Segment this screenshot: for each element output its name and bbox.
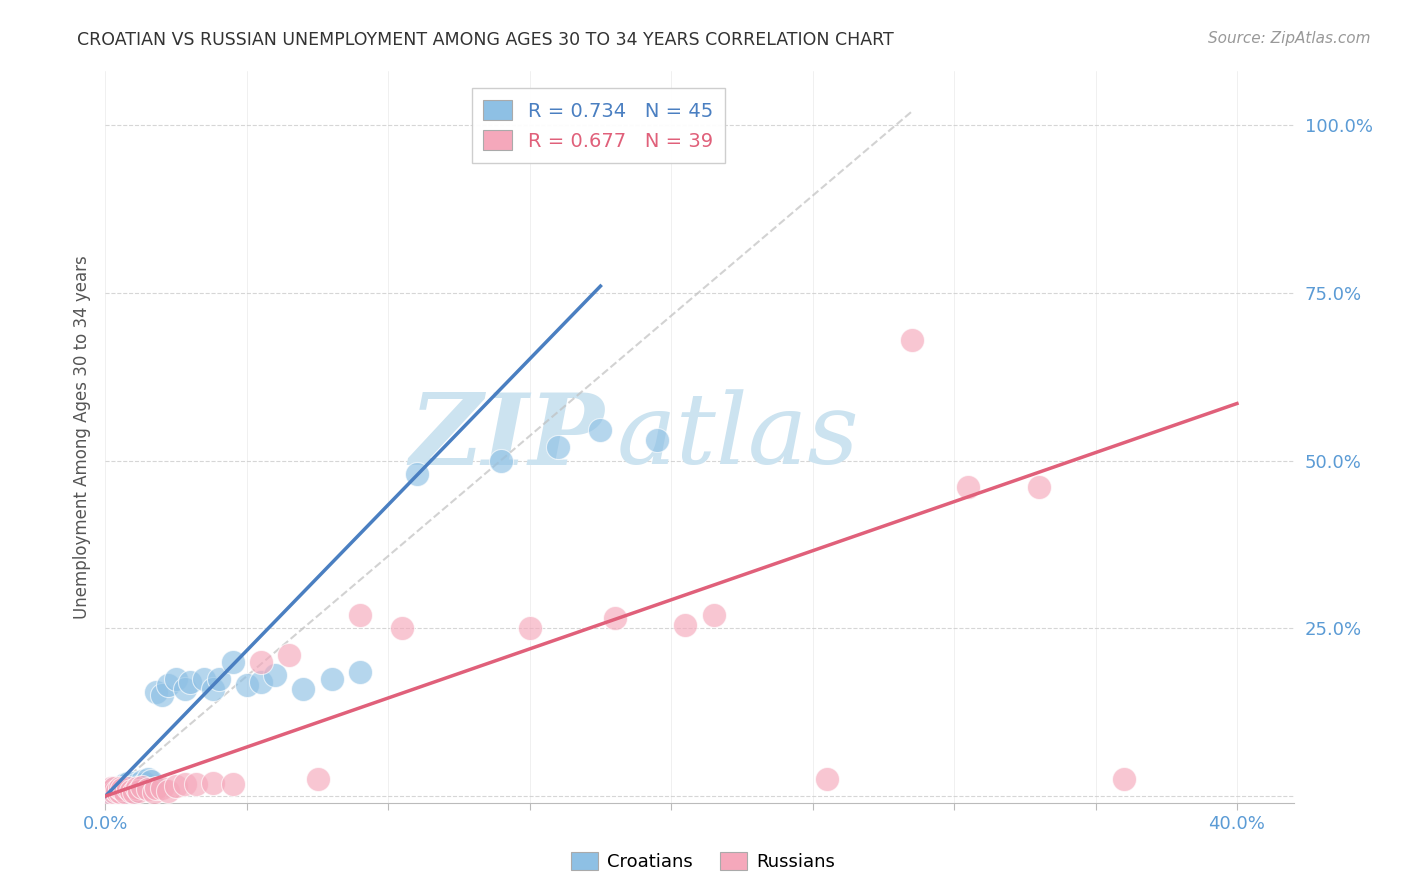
Point (131, 780, 153, 794)
Point (264, 668, 287, 682)
Point (1028, 480, 1050, 494)
Point (292, 681, 315, 696)
Point (547, 440, 569, 454)
Point (122, 785, 145, 799)
Point (900, 333, 922, 347)
Point (117, 780, 139, 795)
Point (122, 775, 145, 789)
Point (108, 780, 131, 795)
Point (589, 423, 612, 437)
Point (120, 783, 142, 797)
Point (519, 621, 541, 635)
Point (250, 675, 273, 690)
Text: atlas: atlas (616, 390, 859, 484)
Point (97, 786, 120, 800)
Point (100, 780, 122, 795)
Point (120, 780, 142, 794)
Point (128, 783, 150, 797)
Point (145, 780, 167, 795)
Point (165, 672, 187, 686)
Point (349, 665, 371, 679)
Point (179, 675, 201, 690)
Point (111, 785, 134, 799)
Point (201, 775, 224, 789)
Point (156, 678, 179, 692)
Point (307, 772, 329, 787)
Point (103, 780, 125, 795)
Point (193, 672, 215, 686)
Point (150, 780, 173, 795)
Point (278, 648, 301, 662)
Point (405, 467, 427, 481)
Point (173, 681, 195, 696)
Point (97, 785, 120, 799)
Point (145, 685, 167, 699)
Legend: R = 0.734   N = 45, R = 0.677   N = 39: R = 0.734 N = 45, R = 0.677 N = 39 (471, 88, 725, 162)
Point (673, 618, 696, 632)
Point (1112, 772, 1135, 787)
Point (703, 607, 725, 622)
Point (201, 681, 224, 696)
Point (111, 779, 134, 793)
Point (207, 672, 229, 686)
Point (128, 779, 150, 793)
Point (815, 772, 838, 787)
Point (117, 775, 139, 789)
Point (114, 785, 136, 799)
Point (125, 777, 148, 791)
Point (114, 777, 136, 791)
Y-axis label: Unemployment Among Ages 30 to 34 years: Unemployment Among Ages 30 to 34 years (73, 255, 91, 619)
Point (131, 774, 153, 789)
Point (957, 480, 980, 494)
Point (156, 783, 179, 797)
Text: CROATIAN VS RUSSIAN UNEMPLOYMENT AMONG AGES 30 TO 34 YEARS CORRELATION CHART: CROATIAN VS RUSSIAN UNEMPLOYMENT AMONG A… (77, 31, 894, 49)
Point (491, 453, 513, 467)
Point (250, 655, 273, 669)
Point (105, 780, 128, 795)
Point (114, 782, 136, 797)
Point (142, 785, 165, 799)
Point (105, 783, 128, 797)
Point (108, 785, 131, 799)
Point (105, 785, 128, 799)
Point (111, 782, 134, 797)
Point (645, 434, 668, 448)
Point (603, 611, 626, 625)
Point (139, 774, 162, 789)
Point (391, 621, 413, 635)
Point (103, 785, 125, 799)
Point (136, 782, 159, 797)
Point (125, 780, 148, 795)
Point (222, 777, 245, 791)
Point (165, 779, 187, 793)
Point (117, 785, 139, 799)
Point (173, 777, 195, 791)
Point (136, 772, 159, 787)
Point (321, 672, 343, 686)
Point (134, 775, 156, 789)
Text: ZIP: ZIP (409, 389, 605, 485)
Point (236, 678, 259, 692)
Point (150, 689, 173, 703)
Legend: Croatians, Russians: Croatians, Russians (564, 845, 842, 879)
Point (222, 655, 245, 669)
Point (103, 780, 125, 795)
Point (349, 607, 371, 622)
Point (100, 785, 122, 799)
Point (100, 782, 122, 797)
Point (122, 785, 145, 799)
Text: Source: ZipAtlas.com: Source: ZipAtlas.com (1208, 31, 1371, 46)
Point (184, 777, 207, 791)
Point (108, 780, 131, 795)
Point (108, 785, 131, 799)
Point (103, 785, 125, 799)
